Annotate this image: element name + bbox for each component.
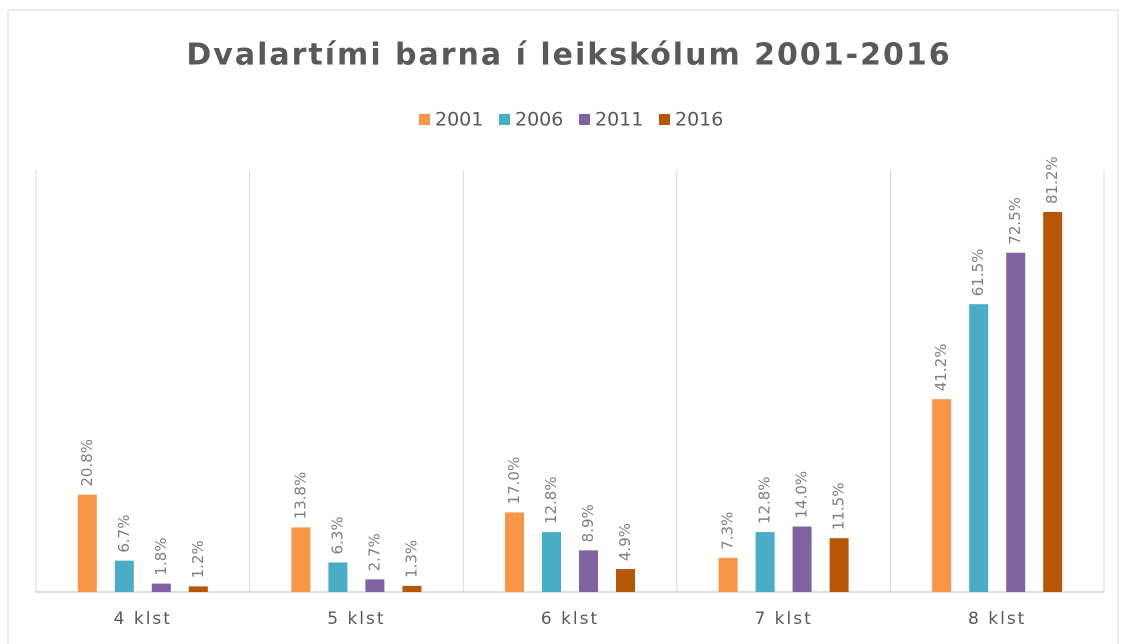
bar [291,527,311,592]
bar [969,304,989,592]
bar [402,585,422,592]
legend-label: 2001 [435,109,483,131]
bar [1006,252,1026,592]
data-label: 7.3% [719,512,737,550]
data-label: 14.0% [793,471,811,519]
data-label: 1.8% [152,537,170,575]
data-label: 6.7% [115,515,133,553]
bar [114,560,134,592]
data-label: 4.9% [616,523,634,561]
bar [542,532,561,592]
x-tick-label: 7 klst [754,609,812,629]
bar [505,512,524,592]
data-label: 12.8% [542,476,560,524]
x-tick-label: 5 klst [327,609,385,629]
data-label: 11.5% [830,483,848,531]
data-label: 2.7% [365,533,383,571]
bar [579,550,598,592]
bar [77,494,97,592]
data-label: 17.0% [505,457,523,505]
data-label: 61.5% [969,249,987,297]
bar [1043,212,1063,592]
legend-swatch [419,114,430,125]
bar [932,399,952,592]
bar [328,562,348,592]
bar [188,586,208,592]
legend-label: 2016 [675,109,723,131]
x-tick-label: 4 klst [114,609,172,629]
x-tick-label: 8 klst [968,609,1026,629]
bar [792,526,812,592]
bar [829,538,849,592]
chart-border [7,9,1119,644]
data-label: 12.8% [756,476,774,524]
data-label: 13.8% [291,472,309,520]
data-label: 1.3% [402,540,420,578]
bar [616,569,635,592]
legend-swatch [579,114,590,125]
bar [151,583,171,592]
data-label: 20.8% [78,439,96,487]
legend-label: 2011 [595,109,643,131]
data-label: 81.2% [1043,156,1061,204]
bar [718,557,738,592]
bar [365,579,385,592]
chart-title: Dvalartími barna í leikskólum 2001-2016 [186,38,951,73]
bar [755,532,775,592]
legend-swatch [659,114,670,125]
legend-swatch [499,114,510,125]
data-label: 72.5% [1006,197,1024,245]
data-label: 41.2% [932,344,950,392]
legend-label: 2006 [515,109,563,131]
x-tick-label: 6 klst [541,609,599,629]
data-label: 6.3% [328,516,346,554]
data-label: 8.9% [579,504,597,542]
data-label: 1.2% [189,540,207,578]
